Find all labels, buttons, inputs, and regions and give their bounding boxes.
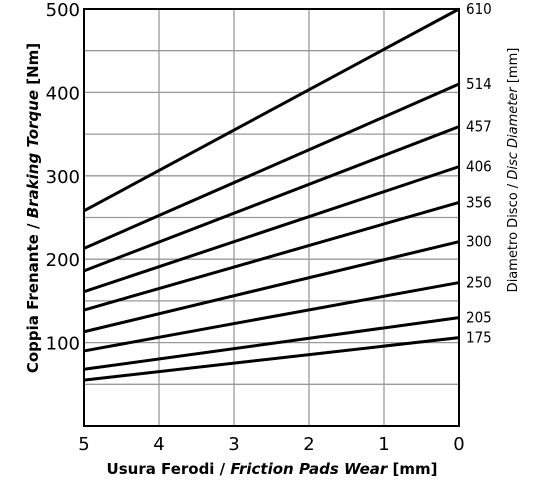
x-axis-label: Usura Ferodi / Friction Pads Wear [mm] bbox=[107, 460, 438, 478]
y-tick-label: 100 bbox=[46, 334, 80, 355]
y-tick-labels: 100 200 300 400 500 bbox=[46, 0, 80, 355]
series-label: 205 bbox=[466, 309, 492, 327]
x-tick-label: 1 bbox=[378, 434, 389, 455]
y-tick-label: 400 bbox=[46, 83, 80, 104]
series-line bbox=[83, 240, 460, 334]
plot-frame bbox=[83, 8, 460, 427]
x-tick-label: 0 bbox=[453, 434, 464, 455]
series-line bbox=[83, 7, 460, 213]
series-label: 250 bbox=[466, 274, 492, 292]
series-line bbox=[83, 201, 460, 312]
x-tick-label: 4 bbox=[153, 434, 164, 455]
series-label: 457 bbox=[466, 118, 492, 136]
x-tick-label: 2 bbox=[303, 434, 314, 455]
series-label: 514 bbox=[466, 75, 492, 93]
series-label: 356 bbox=[466, 193, 492, 211]
series-lines bbox=[83, 7, 460, 382]
x-tick-label: 5 bbox=[78, 434, 89, 455]
disc-diameter-labels: 610 514 457 406 356 300 250 205 175 bbox=[466, 0, 492, 347]
x-tick-label: 3 bbox=[228, 434, 239, 455]
y2-axis-label: Diametro Disco / Disc Diameter [mm] bbox=[506, 48, 521, 293]
series-line bbox=[83, 125, 460, 273]
series-line bbox=[83, 336, 460, 382]
series-label: 175 bbox=[466, 329, 492, 347]
series-line bbox=[83, 82, 460, 250]
series-line bbox=[83, 165, 460, 294]
series-label: 300 bbox=[466, 233, 492, 251]
y-axis-label: Coppia Frenante / Braking Torque [Nm] bbox=[24, 43, 42, 373]
series-line bbox=[83, 316, 460, 371]
y-tick-label: 300 bbox=[46, 167, 80, 188]
series-line bbox=[83, 281, 460, 353]
series-label: 406 bbox=[466, 158, 492, 176]
y-tick-label: 200 bbox=[46, 250, 80, 271]
y-tick-label: 500 bbox=[46, 0, 80, 21]
x-tick-labels: 5 4 3 2 1 0 bbox=[78, 434, 464, 455]
series-label: 610 bbox=[466, 0, 492, 18]
